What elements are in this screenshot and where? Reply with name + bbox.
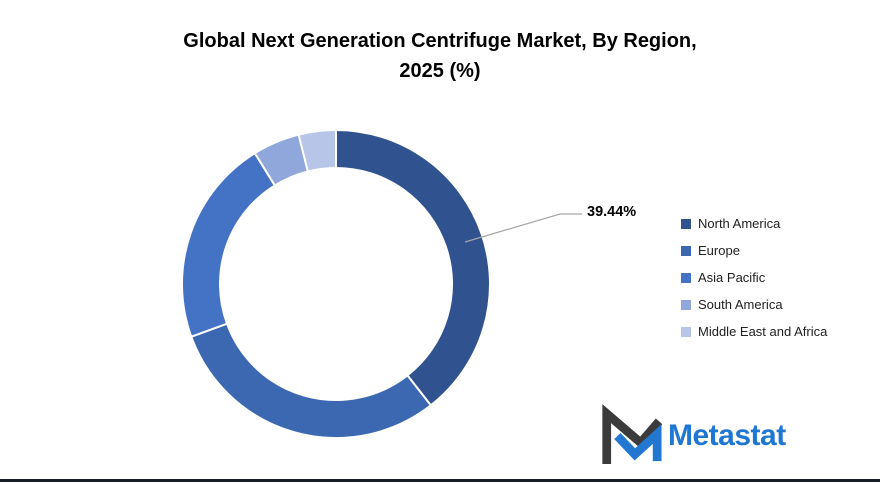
leader-line (464, 213, 582, 243)
metastat-logo-text: Metastat (668, 419, 786, 452)
legend-label: Asia Pacific (698, 270, 766, 285)
legend-marker (681, 299, 691, 310)
chart-title-line2: 2025 (%) (399, 60, 481, 82)
legend-item-middle-east-and-africa: Middle East and Africa (681, 323, 827, 340)
bottom-border (0, 479, 880, 482)
legend-label: North America (698, 216, 781, 231)
legend-marker (681, 245, 691, 256)
donut-slice-asia-pacific (181, 151, 277, 338)
legend-marker (681, 218, 691, 229)
legend-item-north-america: North America (681, 215, 827, 232)
legend-label: Middle East and Africa (698, 324, 828, 339)
donut-slice-middle-east-and-africa (297, 128, 337, 173)
chart-title: Global Next Generation Centrifuge Market… (0, 26, 880, 86)
donut-slice-north-america (335, 128, 491, 407)
metastat-logo: Metastat (598, 399, 786, 469)
legend-label: South America (698, 297, 783, 312)
metastat-logo-mark-icon (602, 404, 662, 465)
legend-marker (681, 326, 691, 337)
legend-item-south-america: South America (681, 296, 827, 313)
legend-marker (681, 272, 691, 283)
donut-slice-europe (190, 322, 433, 439)
donut-slices (181, 128, 491, 439)
legend-item-asia-pacific: Asia Pacific (681, 269, 827, 286)
chart-title-line1: Global Next Generation Centrifuge Market… (183, 30, 697, 52)
legend-label: Europe (698, 243, 740, 258)
legend-item-europe: Europe (681, 242, 827, 259)
chart-legend: North America Europe Asia Pacific South … (681, 215, 827, 340)
data-label-north-america: 39.44% (587, 204, 637, 220)
